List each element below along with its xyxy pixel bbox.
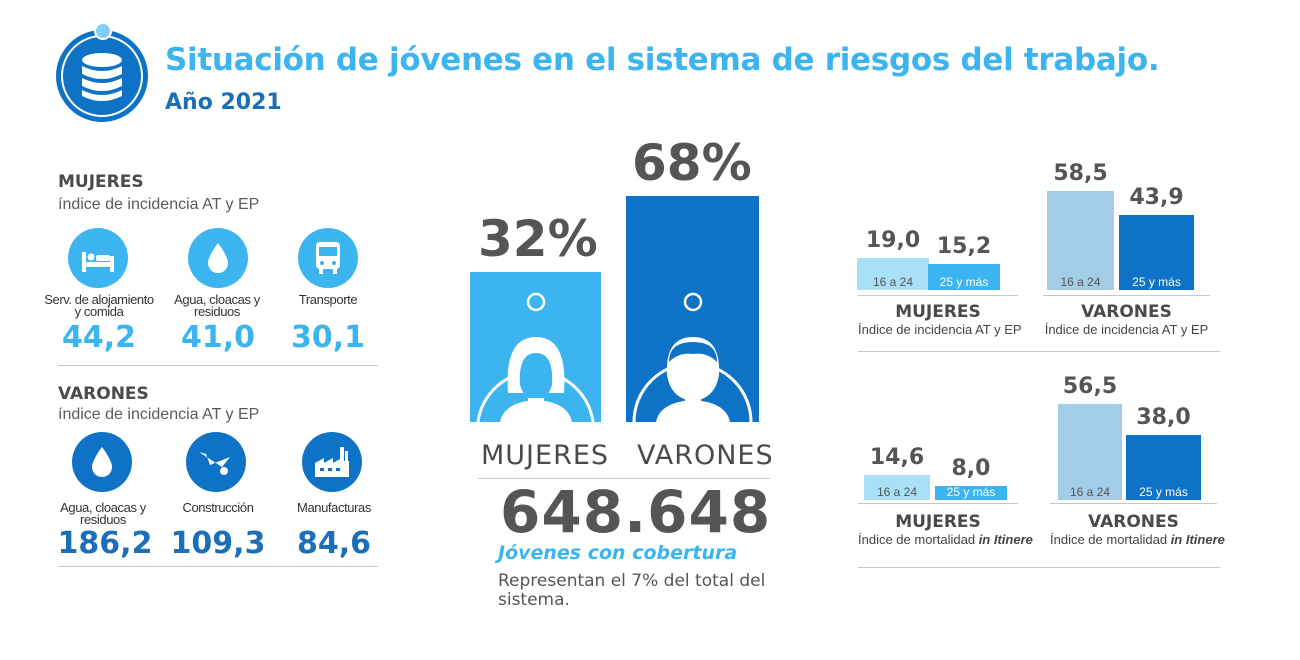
chart-baseline (1043, 295, 1210, 296)
divider (58, 566, 378, 567)
chart-4-category-1: 16 a 24 (1069, 485, 1111, 499)
chart-4-bar-2: 25 y más (1126, 435, 1201, 500)
chart-baseline (858, 503, 1018, 504)
left-mujeres-title: MUJERES (58, 172, 144, 192)
chart-1-title: MUJERES (895, 302, 981, 322)
left-varones-title: VARONES (58, 384, 149, 404)
varones-gender-label: VARONES (637, 440, 774, 471)
chart-baseline (1050, 503, 1217, 504)
divider (58, 365, 378, 366)
varones-percentage: 68% (632, 134, 752, 192)
varones-sector-2-label: Construcción (182, 500, 254, 515)
chart-3-category-2: 25 y más (946, 485, 996, 499)
factory-icon (302, 432, 362, 492)
varones-sector-3-value: 84,6 (296, 526, 372, 561)
chart-4-value-1: 56,5 (1062, 374, 1118, 399)
man-avatar-icon (626, 292, 759, 423)
mujeres-sector-3-label: Transporte (298, 292, 358, 307)
chart-baseline (858, 295, 1018, 296)
chart-1-value-1: 19,0 (865, 228, 921, 253)
chart-2-bar-1: 16 a 24 (1047, 191, 1114, 290)
divider (478, 478, 770, 479)
chart-4-subtitle: Índice de mortalidad in Itinere (1050, 532, 1225, 547)
wheelbarrow-icon (186, 432, 246, 492)
varones-sector-1-label: Agua, cloacas y residuos (60, 500, 146, 527)
chart-4-bar-1: 16 a 24 (1058, 404, 1122, 500)
chart-3-subtitle: Índice de mortalidad in Itinere (858, 532, 1033, 547)
bed-icon (68, 228, 128, 288)
chart-2-bar-2: 25 y más (1119, 215, 1194, 290)
divider (858, 567, 1220, 568)
chart-3-title: MUJERES (895, 512, 981, 532)
chart-1-value-2: 15,2 (936, 234, 992, 259)
mujeres-sector-1-label: Serv. de alojamiento y comida (44, 292, 154, 319)
chart-2-value-1: 58,5 (1053, 161, 1108, 186)
water-drop-icon (72, 432, 132, 492)
water-drop-icon (188, 228, 248, 288)
page-title: Situación de jóvenes en el sistema de ri… (165, 42, 1160, 78)
chart-3-bar-2: 25 y más (935, 485, 1007, 500)
chart-3-value-1: 14,6 (869, 445, 925, 470)
bus-icon (298, 228, 358, 288)
chart-2-subtitle: Índice de incidencia AT y EP (1044, 322, 1209, 337)
chart-2-value-2: 43,9 (1129, 185, 1184, 210)
mujeres-gender-label: MUJERES (481, 440, 610, 471)
coverage-label: Jóvenes con cobertura (498, 542, 738, 564)
chart-1-subtitle: Índice de incidencia AT y EP (858, 322, 1022, 337)
chart-4-title: VARONES (1088, 512, 1179, 532)
logo-circle (56, 30, 148, 122)
left-mujeres-subtitle: índice de incidencia AT y EP (58, 196, 260, 213)
mujeres-sector-2-value: 41,0 (180, 320, 256, 355)
mujeres-percentage: 32% (478, 210, 598, 268)
gender-share-graphic (470, 196, 759, 423)
chart-1-category-2: 25 y más (939, 275, 989, 289)
chart-4-value-2: 38,0 (1136, 405, 1191, 430)
chart-3-bar-1: 16 a 24 (864, 475, 930, 500)
chart-2-category-1: 16 a 24 (1060, 275, 1101, 289)
chart-1-bar-2: 25 y más (928, 264, 1000, 290)
represent-text: Representan el 7% del total del sistema. (498, 571, 766, 610)
woman-avatar-icon (470, 292, 601, 423)
mujeres-sector-2-label: Agua, cloacas y residuos (174, 292, 260, 319)
chart-2-category-2: 25 y más (1132, 275, 1181, 289)
mujeres-sector-3-value: 30,1 (290, 320, 366, 355)
varones-sector-1-value: 186,2 (57, 526, 153, 561)
varones-sector-2-value: 109,3 (170, 526, 266, 561)
chart-4-category-2: 25 y más (1139, 485, 1188, 499)
mujeres-sector-1-value: 44,2 (61, 320, 137, 355)
chart-1-bar-1: 16 a 24 (857, 258, 929, 290)
chart-2-title: VARONES (1081, 302, 1172, 322)
logo-dot (94, 22, 112, 40)
left-varones-subtitle: índice de incidencia AT y EP (58, 406, 260, 423)
total-covered-number: 648.648 (500, 478, 772, 546)
chart-1-category-1: 16 a 24 (872, 275, 914, 289)
chart-3-category-1: 16 a 24 (876, 485, 918, 499)
chart-3-value-2: 8,0 (951, 456, 991, 481)
database-icon (61, 35, 143, 117)
divider (858, 351, 1220, 352)
varones-sector-3-label: Manufacturas (297, 500, 371, 515)
page-year: Año 2021 (165, 90, 282, 115)
